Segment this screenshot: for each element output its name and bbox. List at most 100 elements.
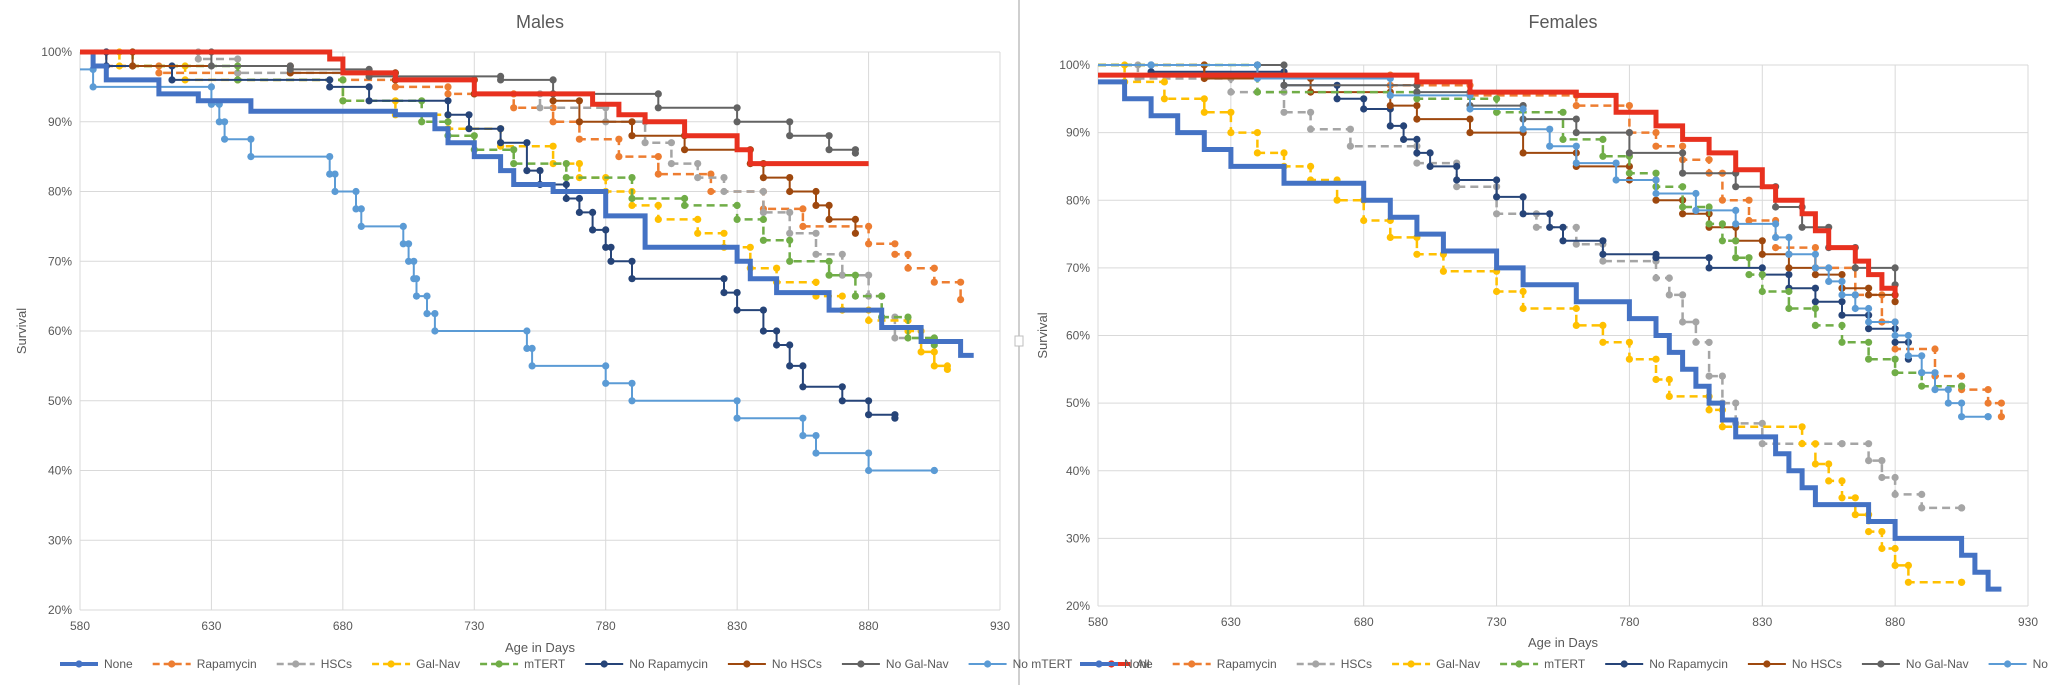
data-point [405, 240, 413, 248]
data-point [1625, 149, 1633, 157]
data-point [523, 167, 531, 175]
data-point [1772, 220, 1780, 228]
data-point [1838, 494, 1846, 502]
data-point [865, 411, 873, 419]
data-point [1559, 223, 1567, 231]
data-point [1679, 149, 1687, 157]
series-line-no-rapamycin [80, 51, 896, 419]
data-point [465, 125, 473, 133]
data-point [799, 383, 807, 391]
data-point [615, 135, 623, 143]
data-point [865, 222, 873, 230]
data-point [628, 201, 636, 209]
legend-label: None [104, 657, 133, 671]
legend-label: Gal-Nav [416, 657, 460, 671]
data-point [1865, 284, 1873, 292]
data-point [759, 215, 768, 223]
data-point [1838, 277, 1846, 285]
data-point [904, 313, 912, 321]
data-point [1851, 264, 1859, 272]
data-point [786, 187, 794, 196]
data-point [917, 348, 925, 356]
x-tick-labels: 580 630 680 730 780 830 880 930 [1088, 615, 2038, 629]
series-line-all [1098, 72, 1898, 299]
data-point [1413, 135, 1421, 143]
data-point [1599, 135, 1607, 143]
data-point [1625, 338, 1633, 346]
data-point [1891, 338, 1899, 346]
data-point [1865, 528, 1873, 536]
data-point [1426, 149, 1434, 157]
data-point [1758, 237, 1766, 245]
data-point [825, 271, 833, 279]
y-tick-labels: 20% 30% 40% 50% 60% 70% 80% 90% 100% [1059, 58, 1090, 613]
data-point [865, 449, 873, 457]
data-point [1825, 460, 1833, 468]
data-point [1811, 440, 1819, 448]
data-point [1280, 81, 1288, 89]
data-point [707, 170, 715, 178]
x-axis-label: Age in Days [1528, 635, 1599, 650]
data-point [1559, 237, 1567, 245]
data-point [1718, 220, 1726, 228]
data-point [365, 97, 373, 105]
data-point [1891, 561, 1899, 570]
data-point [1732, 183, 1740, 191]
legend-item-no-gal-nav: No Gal-Nav [1861, 657, 1969, 671]
data-point [1253, 88, 1261, 96]
data-point [851, 229, 860, 237]
data-point [930, 278, 938, 286]
x-tick-label: 830 [727, 619, 747, 633]
data-point [878, 292, 886, 300]
data-point [1413, 102, 1421, 110]
data-point [851, 271, 860, 279]
data-point [1891, 264, 1899, 272]
data-point [654, 201, 662, 209]
data-point [562, 174, 570, 182]
data-point [628, 132, 636, 140]
divider-handle[interactable] [1014, 335, 1024, 347]
data-point [891, 334, 899, 342]
data-point [1811, 304, 1819, 313]
data-point [654, 215, 662, 223]
data-point [694, 174, 702, 182]
data-point [812, 432, 820, 440]
data-point [1413, 115, 1421, 123]
legend-item-no-mtert: No mTERT [1988, 657, 2048, 671]
data-point [681, 146, 689, 154]
data-point [410, 257, 418, 265]
data-point [1732, 237, 1740, 245]
data-point [1333, 196, 1341, 204]
legend-label: HSCs [321, 657, 352, 671]
data-point [786, 229, 794, 237]
data-point [1904, 561, 1912, 570]
data-point [1785, 271, 1793, 279]
data-point [602, 243, 610, 251]
data-point [1811, 264, 1819, 272]
data-point [654, 90, 662, 98]
legend: None Rapamycin HSCs Gal-Nav mTERT No Rapamyci… [60, 657, 1150, 671]
data-point [326, 153, 334, 161]
data-point [1652, 375, 1660, 384]
data-point [465, 111, 473, 119]
x-axis-label: Age in Days [505, 640, 576, 655]
data-point [1865, 304, 1873, 313]
data-point [812, 201, 820, 209]
data-point [1891, 355, 1899, 363]
data-point [1838, 338, 1846, 346]
data-point [654, 170, 662, 178]
data-point [1904, 578, 1912, 586]
chart-males: 20% 30% 40% 50% 60% 70% 80% 90% 100% 580 630 680 73… [14, 12, 1150, 671]
data-point [733, 118, 741, 126]
data-point [1572, 223, 1580, 231]
data-point [773, 327, 781, 335]
data-point [812, 449, 820, 457]
data-point [930, 348, 938, 356]
data-point [1851, 304, 1859, 313]
data-point [1599, 321, 1607, 329]
legend: None Rapamycin HSCs Gal-Nav mTERT No Rapamyci… [1080, 657, 2048, 671]
data-point [1758, 264, 1766, 272]
data-point [1838, 440, 1846, 448]
data-point [1519, 149, 1527, 157]
